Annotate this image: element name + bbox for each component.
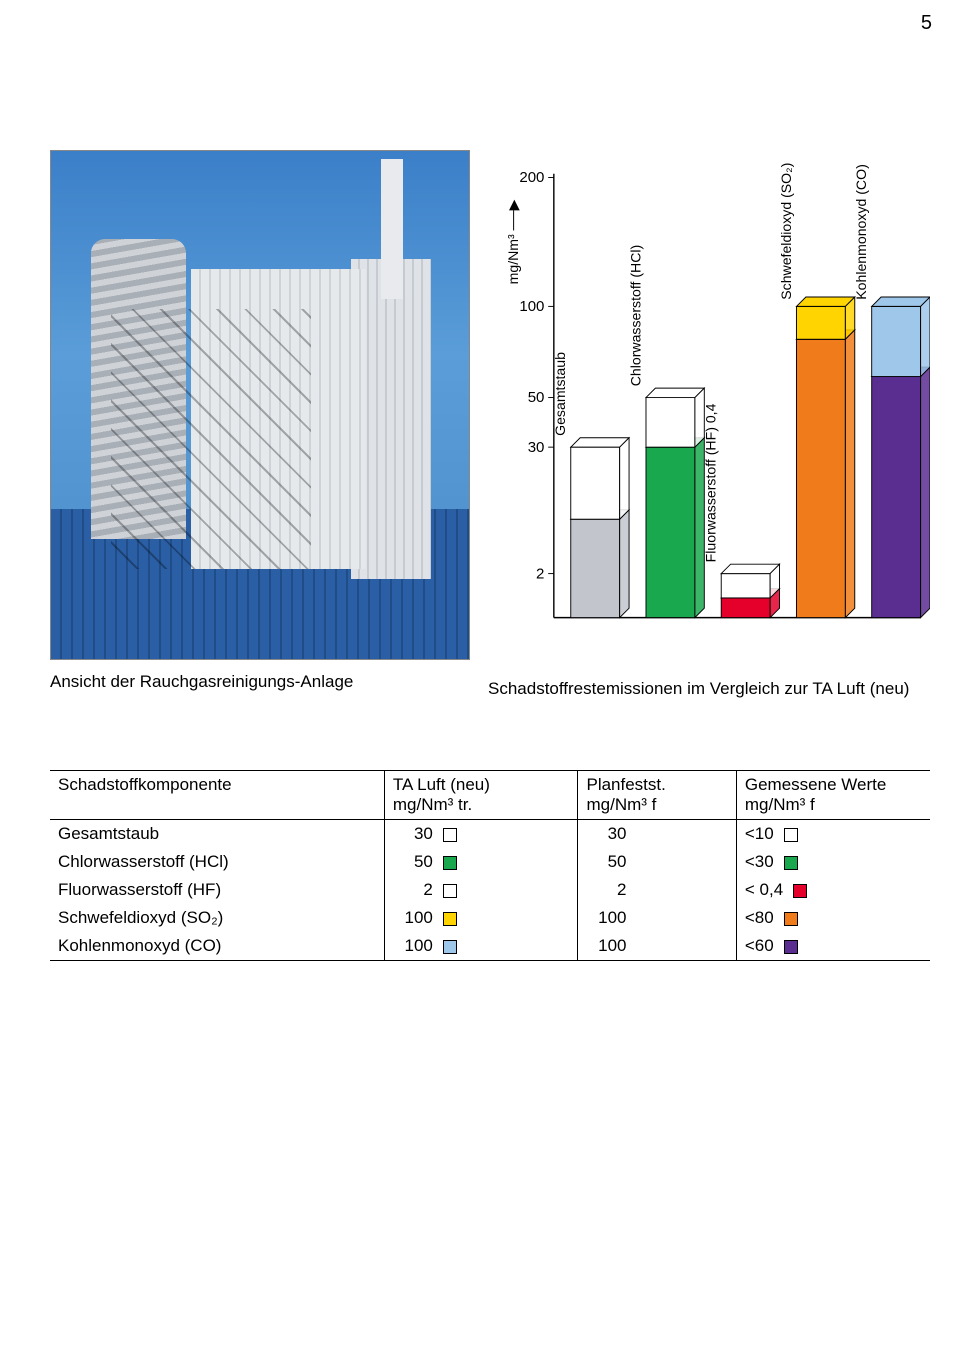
emissions-chart: 200 100 50 30 2 mg/Nm³ ──▶ Gesamtstaub Chlorwas… bbox=[488, 152, 930, 692]
main-content: Ansicht der Rauchgasreinigungs-Anlage 20… bbox=[50, 150, 930, 692]
row-name: Schwefeldioxyd (SO₂) bbox=[50, 904, 384, 932]
photo-caption: Ansicht der Rauchgasreinigungs-Anlage bbox=[50, 672, 470, 692]
svg-text:200: 200 bbox=[519, 169, 544, 186]
svg-text:Kohlenmonoxyd (CO): Kohlenmonoxyd (CO) bbox=[853, 164, 869, 300]
th-component: Schadstoffkomponente bbox=[50, 771, 384, 820]
th-taluft-l1: TA Luft (neu) bbox=[393, 775, 490, 794]
figure-row: Ansicht der Rauchgasreinigungs-Anlage 20… bbox=[50, 150, 930, 692]
photo-block: Ansicht der Rauchgasreinigungs-Anlage bbox=[50, 150, 470, 692]
th-plan-l1: Planfestst. bbox=[586, 775, 665, 794]
row-name: Gesamtstaub bbox=[50, 820, 384, 849]
svg-text:30: 30 bbox=[528, 439, 545, 456]
svg-text:100: 100 bbox=[519, 298, 544, 315]
svg-text:50: 50 bbox=[528, 389, 545, 406]
page-number: 5 bbox=[921, 12, 932, 35]
plant-photo bbox=[50, 150, 470, 660]
svg-text:Chlorwasserstoff (HCl): Chlorwasserstoff (HCl) bbox=[627, 245, 643, 387]
th-taluft-l2: mg/Nm³ tr. bbox=[393, 795, 472, 814]
row-name: Chlorwasserstoff (HCl) bbox=[50, 848, 384, 876]
svg-text:Fluorwasserstoff (HF) 0,4: Fluorwasserstoff (HF) 0,4 bbox=[703, 403, 719, 562]
svg-text:Gesamtstaub: Gesamtstaub bbox=[552, 352, 568, 436]
chart-caption: Schadstoffrestemissionen im Vergleich zu… bbox=[488, 679, 930, 699]
svg-text:mg/Nm³ ──▶: mg/Nm³ ──▶ bbox=[505, 199, 521, 284]
row-name: Kohlenmonoxyd (CO) bbox=[50, 932, 384, 961]
th-plan-l2: mg/Nm³ f bbox=[586, 795, 656, 814]
th-meas-l2: mg/Nm³ f bbox=[745, 795, 815, 814]
th-meas-l1: Gemessene Werte bbox=[745, 775, 886, 794]
svg-text:2: 2 bbox=[536, 565, 544, 582]
pollutant-table: Schadstoffkomponente TA Luft (neu) mg/Nm… bbox=[50, 770, 930, 961]
chart-svg: 200 100 50 30 2 mg/Nm³ ──▶ Gesamtstaub Chlorwas… bbox=[488, 152, 930, 692]
row-name: Fluorwasserstoff (HF) bbox=[50, 876, 384, 904]
svg-text:Schwefeldioxyd (SO₂): Schwefeldioxyd (SO₂) bbox=[778, 163, 794, 300]
